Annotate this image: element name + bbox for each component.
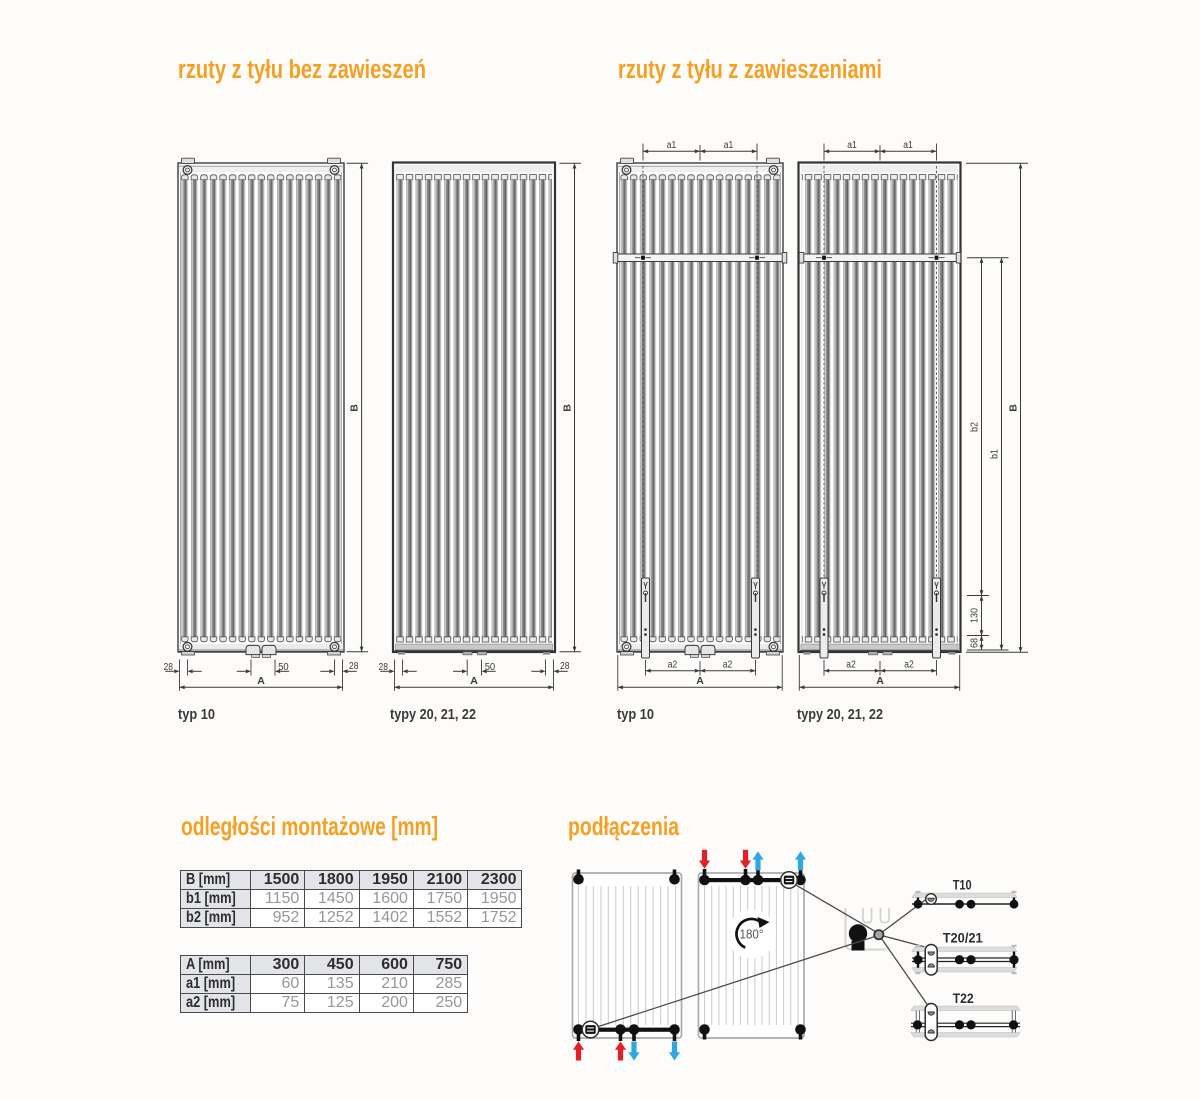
svg-text:28: 28 <box>164 662 174 673</box>
svg-text:typy 20, 21, 22: typy 20, 21, 22 <box>797 707 883 723</box>
svg-text:rzuty z tyłu bez zawieszeń: rzuty z tyłu bez zawieszeń <box>178 56 426 84</box>
svg-text:b1: b1 <box>990 449 1001 459</box>
svg-text:a1: a1 <box>847 140 857 151</box>
svg-text:a2: a2 <box>668 660 678 671</box>
svg-text:28: 28 <box>349 661 359 672</box>
svg-text:T20/21: T20/21 <box>943 931 983 946</box>
svg-text:180°: 180° <box>740 928 764 942</box>
svg-text:a1: a1 <box>724 140 734 151</box>
svg-text:B: B <box>1008 404 1020 412</box>
svg-text:130: 130 <box>970 608 981 623</box>
svg-text:T10: T10 <box>953 878 972 893</box>
svg-text:odległości montażowe [mm]: odległości montażowe [mm] <box>181 811 438 841</box>
svg-text:50: 50 <box>485 662 496 673</box>
svg-text:A: A <box>470 675 478 687</box>
svg-text:28: 28 <box>560 661 570 672</box>
svg-text:rzuty z tyłu z zawieszeniami: rzuty z tyłu z zawieszeniami <box>618 56 882 84</box>
svg-text:B: B <box>562 404 574 412</box>
svg-text:podłączenia: podłączenia <box>568 811 679 841</box>
svg-text:50: 50 <box>278 662 289 673</box>
svg-text:28: 28 <box>379 662 389 673</box>
svg-text:a2: a2 <box>723 660 733 671</box>
svg-text:a2: a2 <box>846 660 856 671</box>
svg-text:typ 10: typ 10 <box>617 707 654 723</box>
svg-text:A: A <box>696 675 704 687</box>
svg-text:B: B <box>349 404 361 412</box>
svg-text:b2: b2 <box>970 422 981 432</box>
svg-text:a1: a1 <box>903 140 913 151</box>
svg-text:A: A <box>257 675 265 687</box>
svg-text:a2: a2 <box>904 660 914 671</box>
svg-text:typy 20, 21, 22: typy 20, 21, 22 <box>390 707 476 723</box>
svg-text:T22: T22 <box>953 991 974 1006</box>
svg-text:A: A <box>876 675 884 687</box>
svg-text:typ 10: typ 10 <box>178 707 215 723</box>
svg-text:68: 68 <box>970 638 981 648</box>
svg-text:a1: a1 <box>667 140 677 151</box>
